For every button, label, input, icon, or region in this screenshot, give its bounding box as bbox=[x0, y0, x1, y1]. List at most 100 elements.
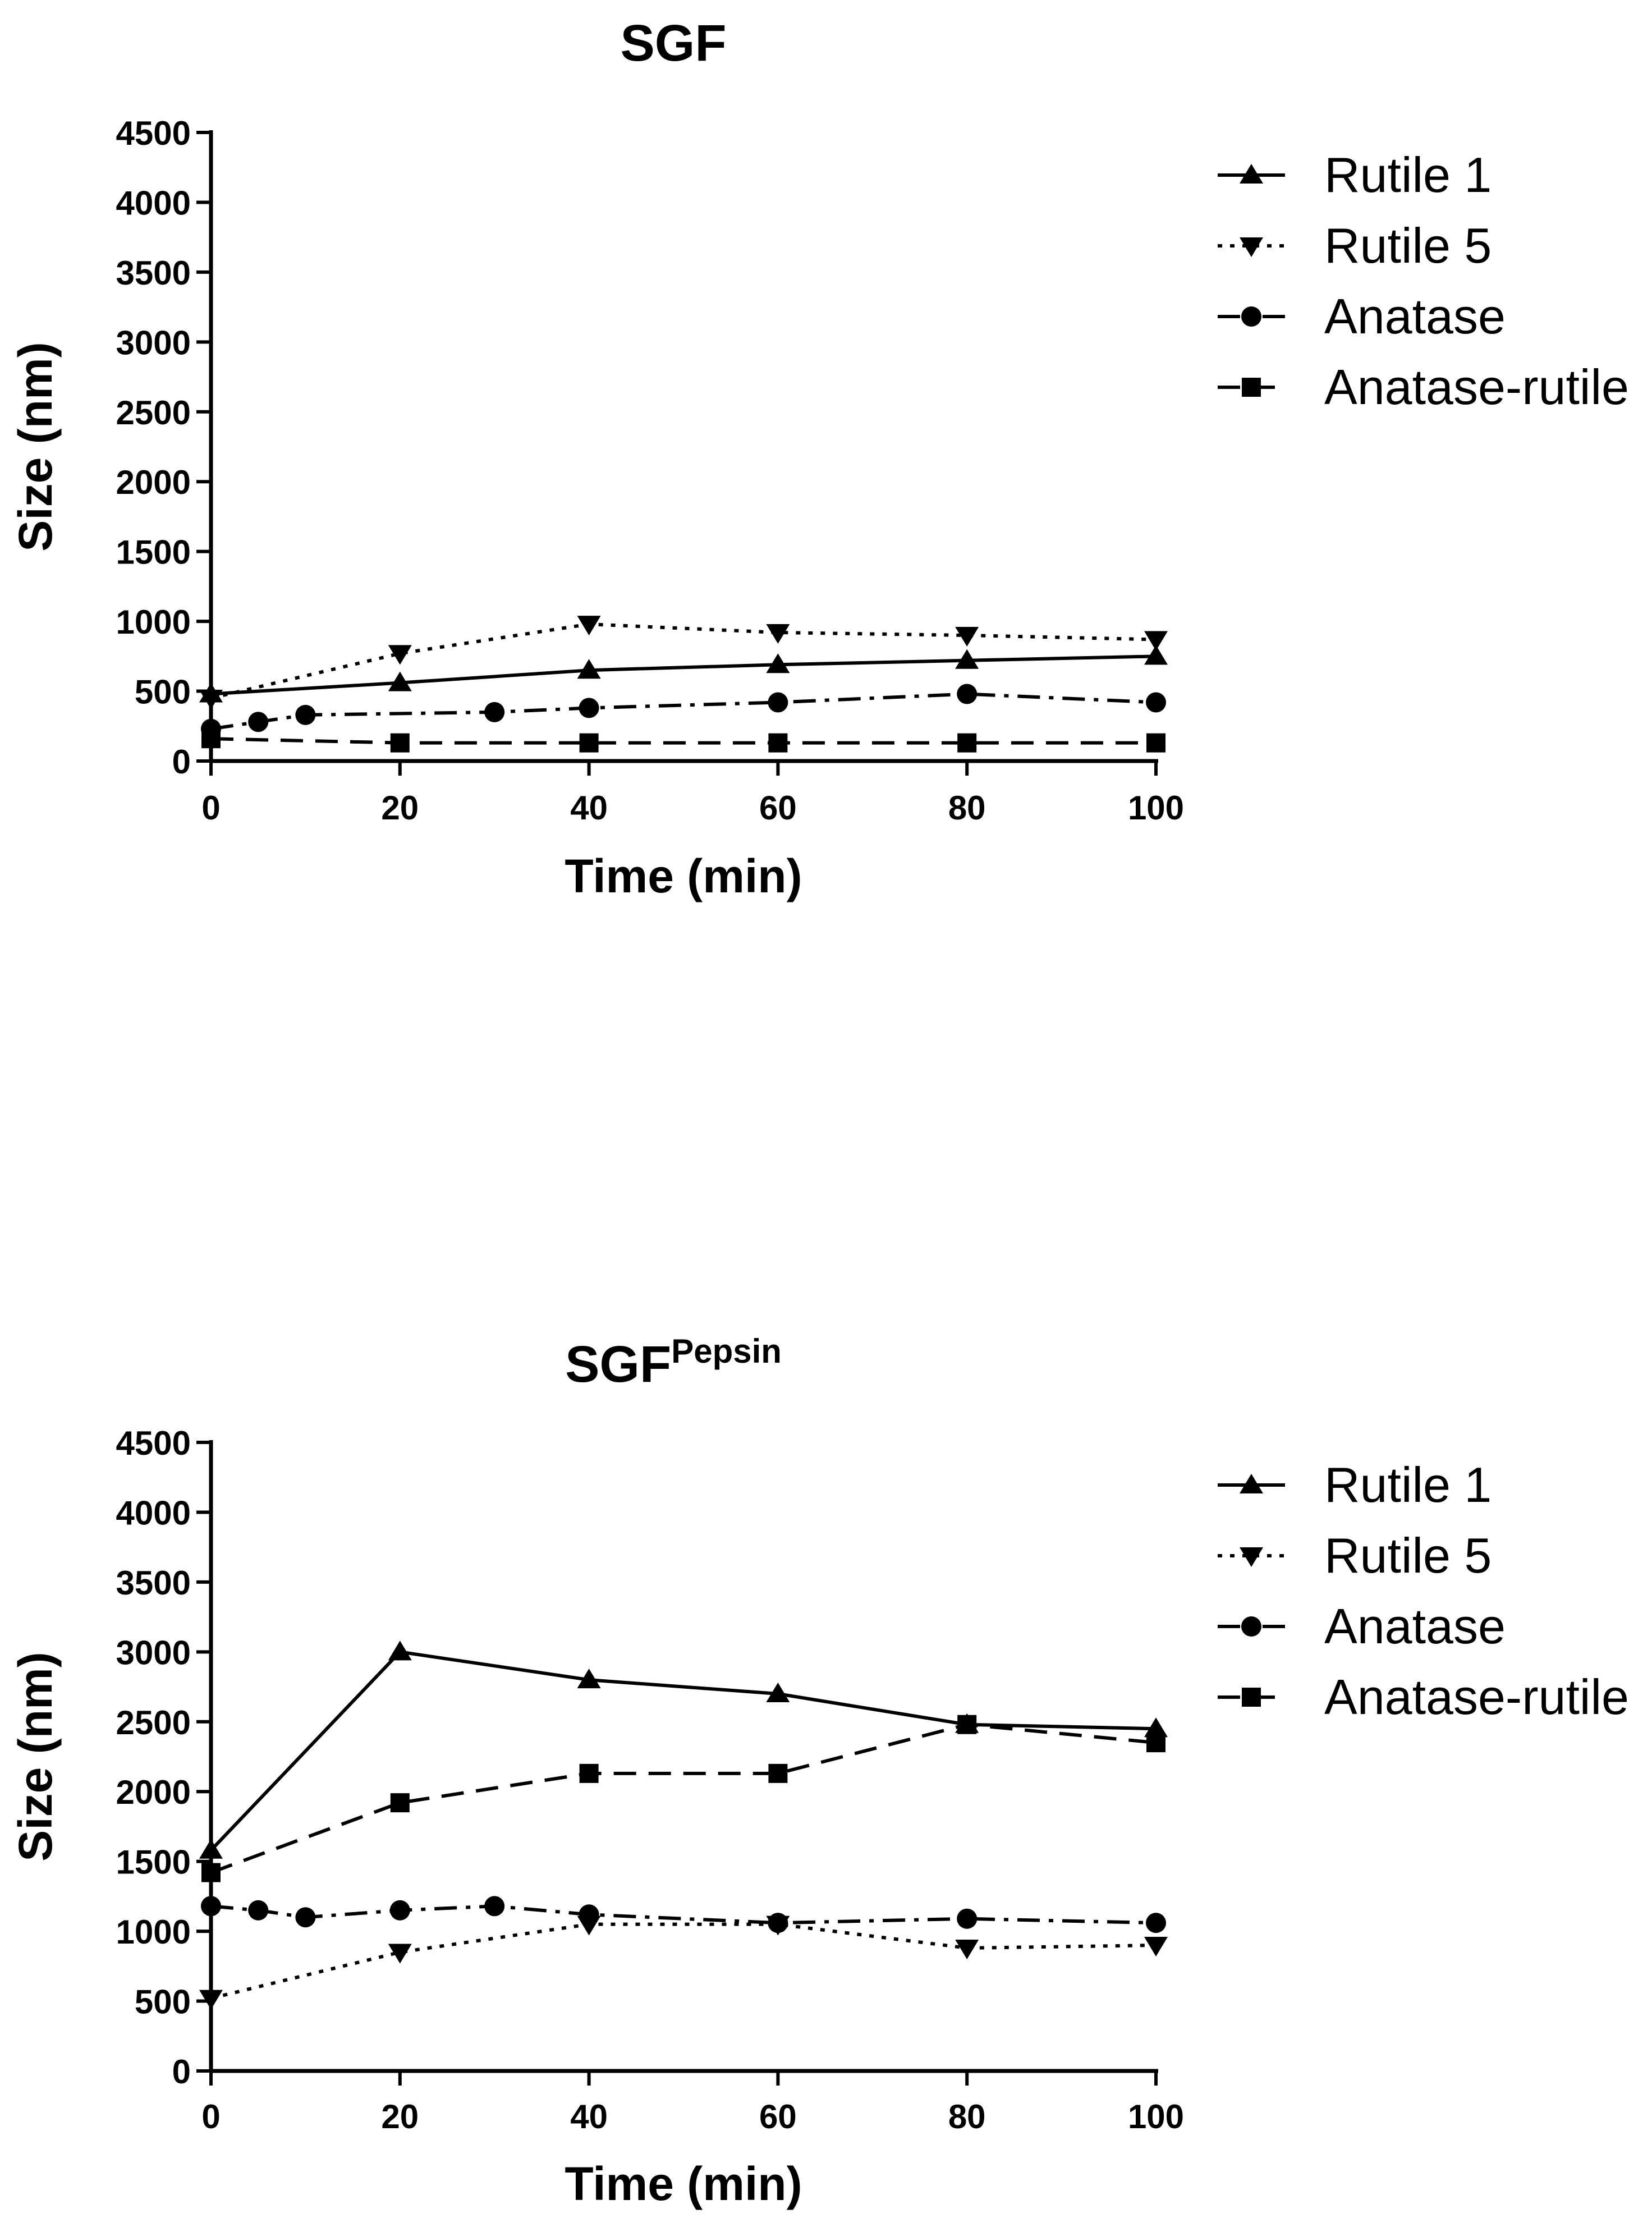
data-point bbox=[957, 684, 978, 704]
x-tick-label: 80 bbox=[948, 2098, 986, 2135]
y-tick-label: 4000 bbox=[116, 184, 191, 222]
x-tick-label: 20 bbox=[381, 789, 419, 827]
chart-2: SGFPepsin0500100015002000250030003500400… bbox=[9, 1332, 1629, 2210]
data-point bbox=[484, 1896, 505, 1917]
data-point bbox=[1144, 631, 1168, 651]
chart-title-text: SGF bbox=[620, 15, 726, 72]
legend-item: Anatase bbox=[1218, 288, 1506, 344]
y-tick-label: 3000 bbox=[116, 1634, 191, 1671]
data-point bbox=[389, 1900, 410, 1921]
series-line bbox=[210, 1722, 1157, 1875]
data-point bbox=[388, 645, 412, 665]
y-axis-label: Size (nm) bbox=[9, 1652, 62, 1861]
legend-item: Rutile 5 bbox=[1218, 1528, 1492, 1583]
series-line bbox=[210, 1922, 1157, 2000]
series-line bbox=[210, 737, 1156, 745]
legend-label: Rutile 5 bbox=[1324, 218, 1492, 273]
x-tick-label: 100 bbox=[1128, 789, 1184, 827]
data-point bbox=[768, 1913, 788, 1933]
legend-marker bbox=[1240, 1474, 1263, 1493]
chart-title: SGF bbox=[620, 15, 726, 72]
legend-label: Rutile 5 bbox=[1324, 1528, 1492, 1583]
x-tick-label: 60 bbox=[759, 2098, 797, 2135]
series-anatase bbox=[201, 684, 1166, 739]
legend-item: Rutile 5 bbox=[1218, 218, 1492, 273]
y-tick-label: 2500 bbox=[116, 1704, 191, 1742]
data-point bbox=[388, 1944, 412, 1964]
legend-marker bbox=[1240, 164, 1263, 184]
x-axis-label: Time (min) bbox=[565, 2157, 802, 2210]
data-point bbox=[577, 659, 601, 679]
legend-marker bbox=[1242, 1688, 1261, 1707]
data-point bbox=[577, 616, 601, 636]
y-axis-label: Size (nm) bbox=[9, 342, 62, 551]
x-tick-label: 60 bbox=[759, 789, 797, 827]
chart-title-text: SGF bbox=[565, 1336, 671, 1393]
y-tick-label: 0 bbox=[172, 743, 191, 781]
y-tick-label: 4500 bbox=[116, 114, 191, 152]
legend-item: Anatase-rutile bbox=[1218, 1669, 1629, 1725]
legend-marker bbox=[1240, 237, 1263, 257]
legend-item: Rutile 1 bbox=[1218, 147, 1492, 203]
data-point bbox=[1144, 645, 1168, 665]
data-point bbox=[955, 627, 979, 647]
data-point bbox=[955, 649, 979, 669]
x-tick-label: 80 bbox=[948, 789, 986, 827]
data-point bbox=[390, 733, 410, 753]
y-tick-label: 3500 bbox=[116, 254, 191, 292]
data-point bbox=[201, 729, 221, 749]
y-tick-label: 2500 bbox=[116, 394, 191, 432]
legend-marker bbox=[1242, 378, 1261, 397]
series-line bbox=[210, 692, 1157, 731]
y-tick-label: 500 bbox=[135, 673, 191, 711]
data-point bbox=[1144, 1937, 1168, 1956]
data-point bbox=[390, 1793, 410, 1813]
data-point bbox=[766, 653, 790, 673]
data-point bbox=[579, 1904, 599, 1925]
data-point bbox=[295, 704, 316, 725]
y-tick-label: 2000 bbox=[116, 1774, 191, 1811]
y-tick-label: 1500 bbox=[116, 534, 191, 571]
series-rutile-5 bbox=[199, 616, 1168, 709]
data-point bbox=[388, 1640, 412, 1661]
legend-item: Anatase-rutile bbox=[1218, 359, 1629, 415]
legend-label: Anatase-rutile bbox=[1324, 359, 1629, 415]
data-point bbox=[1144, 1717, 1168, 1738]
y-tick-label: 1000 bbox=[116, 1913, 191, 1951]
x-tick-label: 20 bbox=[381, 2098, 419, 2135]
x-tick-label: 100 bbox=[1128, 2098, 1184, 2135]
data-point bbox=[199, 1990, 223, 2010]
legend-marker bbox=[1241, 1616, 1261, 1637]
legend-label: Rutile 1 bbox=[1324, 147, 1492, 203]
series-anatase-rutile bbox=[201, 729, 1165, 753]
legend-label: Anatase bbox=[1324, 1598, 1506, 1654]
data-point bbox=[248, 1900, 269, 1921]
data-point bbox=[1146, 692, 1166, 713]
data-point bbox=[201, 1863, 221, 1882]
y-tick-label: 3500 bbox=[116, 1564, 191, 1602]
chart-title-superscript: Pepsin bbox=[671, 1332, 782, 1370]
data-point bbox=[295, 1907, 316, 1928]
series-line bbox=[210, 622, 1157, 700]
y-tick-label: 0 bbox=[172, 2053, 191, 2091]
data-point bbox=[388, 671, 412, 691]
legend-item: Anatase bbox=[1218, 1598, 1506, 1654]
data-point bbox=[199, 1839, 223, 1859]
data-point bbox=[957, 733, 977, 753]
x-tick-label: 0 bbox=[201, 789, 220, 827]
x-tick-label: 40 bbox=[570, 2098, 608, 2135]
data-point bbox=[1146, 1733, 1165, 1753]
chart-title: SGFPepsin bbox=[565, 1332, 782, 1393]
data-point bbox=[579, 698, 599, 718]
data-point bbox=[579, 1763, 599, 1783]
data-point bbox=[768, 1763, 788, 1783]
data-point bbox=[1146, 1913, 1166, 1933]
data-point bbox=[957, 1908, 978, 1929]
legend-item: Rutile 1 bbox=[1218, 1457, 1492, 1513]
y-tick-label: 4000 bbox=[116, 1494, 191, 1532]
y-tick-label: 500 bbox=[135, 1983, 191, 2021]
series-rutile-5 bbox=[199, 1915, 1168, 2010]
x-tick-label: 0 bbox=[201, 2098, 220, 2135]
data-point bbox=[768, 733, 788, 753]
